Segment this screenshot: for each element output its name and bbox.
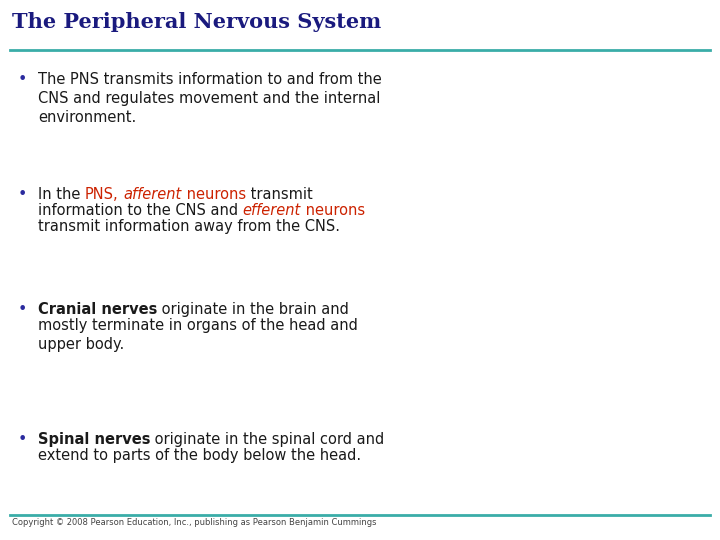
Text: •: • [18, 302, 27, 317]
Text: neurons: neurons [181, 187, 246, 202]
Text: extend to parts of the body below the head.: extend to parts of the body below the he… [38, 448, 361, 463]
Text: PNS,: PNS, [85, 187, 119, 202]
Text: neurons: neurons [301, 203, 365, 218]
Text: •: • [18, 432, 27, 447]
Text: The Peripheral Nervous System: The Peripheral Nervous System [12, 12, 382, 32]
Text: afferent: afferent [123, 187, 181, 202]
Text: •: • [18, 187, 27, 202]
Text: Cranial nerves: Cranial nerves [38, 302, 158, 317]
Text: •: • [18, 72, 27, 87]
Text: mostly terminate in organs of the head and
upper body.: mostly terminate in organs of the head a… [38, 318, 358, 352]
Text: In the: In the [38, 187, 85, 202]
Text: originate in the spinal cord and: originate in the spinal cord and [150, 432, 384, 447]
Text: efferent: efferent [243, 203, 301, 218]
Text: transmit: transmit [246, 187, 312, 202]
Text: The PNS transmits information to and from the
CNS and regulates movement and the: The PNS transmits information to and fro… [38, 72, 382, 125]
Text: information to the CNS and: information to the CNS and [38, 203, 243, 218]
Text: Spinal nerves: Spinal nerves [38, 432, 150, 447]
Text: transmit information away from the CNS.: transmit information away from the CNS. [38, 219, 340, 234]
Text: Copyright © 2008 Pearson Education, Inc., publishing as Pearson Benjamin Cumming: Copyright © 2008 Pearson Education, Inc.… [12, 518, 377, 527]
Text: originate in the brain and: originate in the brain and [158, 302, 349, 317]
